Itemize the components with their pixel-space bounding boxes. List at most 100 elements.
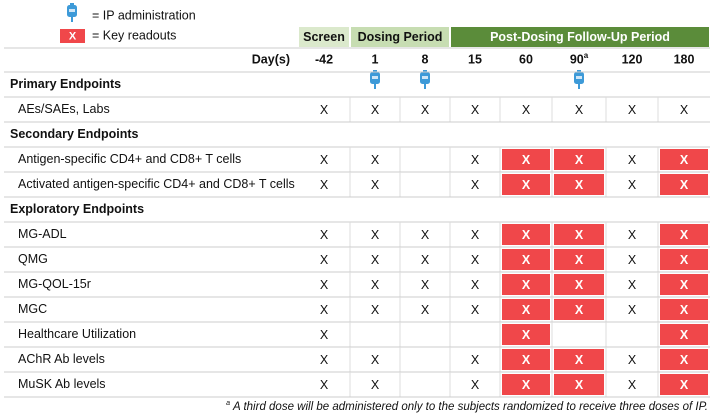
key-readout-cell [554,349,604,370]
cell-mark: X [628,378,637,392]
cell-mark: X [522,103,531,117]
cell-mark: X [471,278,480,292]
cell-mark: X [320,303,329,317]
cell-mark: X [680,303,689,317]
day-value: 8 [422,52,429,66]
cell-mark: X [522,178,531,192]
icon-tube [424,84,426,89]
cell-mark: X [320,378,329,392]
header-cell [299,27,349,47]
cell-mark: X [628,303,637,317]
cell-mark: X [320,278,329,292]
row-label: Antigen-specific CD4+ and CD8+ T cells [18,152,241,166]
day-value: 180 [674,52,695,66]
row-label: MG-ADL [18,227,67,241]
footnote-mark: a [226,400,230,407]
section-title: Primary Endpoints [10,77,121,91]
key-readout-cell [502,274,550,295]
icon-label [372,76,378,79]
row-label: Healthcare Utilization [18,327,136,341]
cell-mark: X [371,178,380,192]
cell-mark: X [320,228,329,242]
cell-mark: X [371,353,380,367]
cell-mark: X [471,228,480,242]
cell-mark: X [320,253,329,267]
cell-mark: X [471,153,480,167]
day-value: 1 [372,52,379,66]
key-readout-cell [554,274,604,295]
key-readout-cell [502,149,550,170]
cell-mark: X [628,228,637,242]
cell-mark: X [471,178,480,192]
cell-mark: X [522,378,531,392]
icon-label [69,9,75,12]
key-readout-cell [502,174,550,195]
cell-mark: X [575,278,584,292]
key-readout-cell [502,349,550,370]
cell-mark: X [522,303,531,317]
key-readout-cell [502,374,550,395]
cell-mark: X [471,353,480,367]
cell-mark: X [320,103,329,117]
cell-mark: X [575,153,584,167]
cell-mark: X [320,178,329,192]
cell-mark: X [575,103,584,117]
cell-mark: X [371,278,380,292]
icon-tube [578,84,580,89]
row-label: MuSK Ab levels [18,377,106,391]
key-readout-cell [660,349,708,370]
cell-mark: X [680,228,689,242]
icon-label [422,76,428,79]
cell-mark: X [575,378,584,392]
cell-mark: X [628,253,637,267]
cell-mark: X [522,328,531,342]
key-readout-cell [660,224,708,245]
cell-mark: X [680,153,689,167]
cell-mark: X [471,103,480,117]
cell-mark: X [628,153,637,167]
cell-mark: X [371,253,380,267]
cell-mark: X [680,178,689,192]
cell-mark: X [371,303,380,317]
day-value: 90a [570,51,589,67]
cell-mark: X [320,153,329,167]
cell-mark: X [680,103,689,117]
row-label: MGC [18,302,47,316]
cell-mark: X [575,253,584,267]
icon-tube [71,17,73,22]
day-label: Day(s) [252,52,290,66]
key-readout-cell [660,299,708,320]
cell-mark: X [320,328,329,342]
legend-key-text: = Key readouts [92,28,176,42]
key-readout-cell [660,274,708,295]
cell-mark: X [628,353,637,367]
cell-mark: X [421,303,430,317]
row-label: QMG [18,252,48,266]
day-value: 15 [468,52,482,66]
icon-label [576,76,582,79]
row-label: AChR Ab levels [18,352,105,366]
key-readout-cell [502,249,550,270]
key-readout-cell [502,299,550,320]
row-label: MG-QOL-15r [18,277,91,291]
cell-mark: X [421,228,430,242]
key-readout-cell [660,249,708,270]
legend-key-box [60,29,85,43]
icon-cap [70,3,74,6]
cell-mark: X [371,103,380,117]
cell-mark: X [680,253,689,267]
row-label: AEs/SAEs, Labs [18,102,110,116]
cell-mark: X [371,378,380,392]
header-label: Screen [303,30,345,44]
cell-mark: X [575,228,584,242]
cell-mark: X [371,228,380,242]
key-readout-cell [660,324,708,345]
key-readout-cell [554,299,604,320]
cell-mark: X [320,353,329,367]
day-note: a [584,51,589,60]
key-readout-cell [502,324,550,345]
key-readout-cell [554,249,604,270]
cell-mark: X [421,253,430,267]
